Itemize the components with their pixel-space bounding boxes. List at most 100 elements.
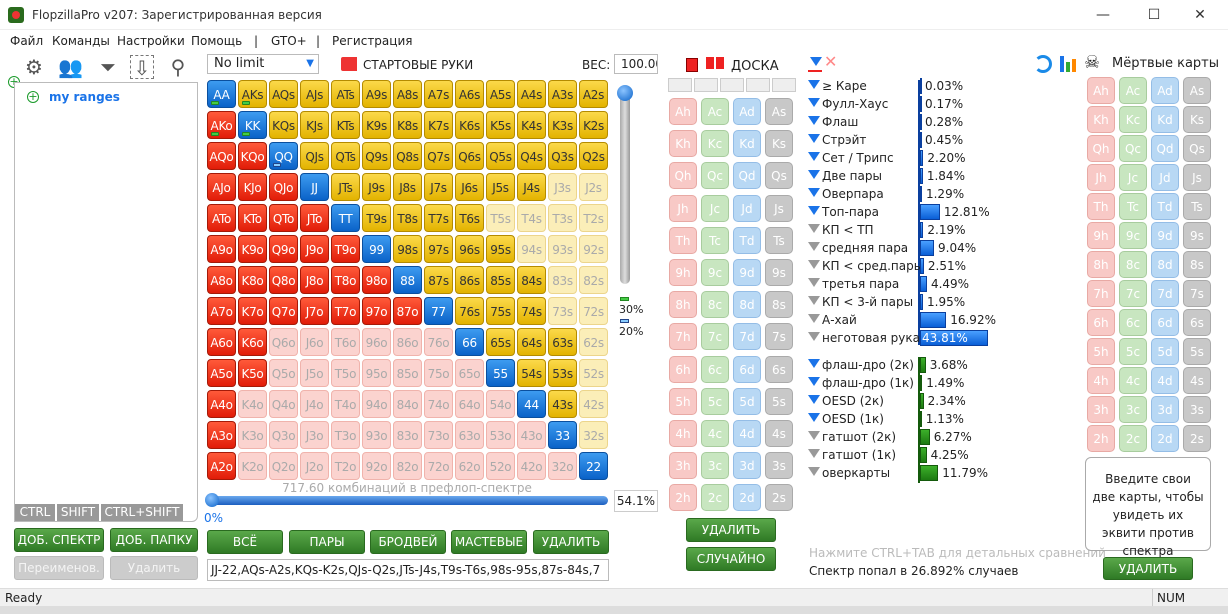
board-card[interactable]: Ah	[669, 98, 697, 125]
stat-row-draws[interactable]: оверкарты 11.79%	[808, 464, 1108, 482]
hand-cell[interactable]: J4o	[300, 390, 329, 418]
hand-cell[interactable]: 95s	[486, 235, 515, 263]
menu-item[interactable]: Помощь	[191, 34, 243, 48]
dead-card[interactable]: Qc	[1119, 135, 1147, 162]
board-card[interactable]: Kh	[669, 130, 697, 158]
board-card[interactable]: Ac	[701, 98, 729, 125]
board-card[interactable]: 2s	[765, 484, 793, 512]
hand-cell[interactable]: A4o	[207, 390, 236, 418]
hand-filter-button-0[interactable]: ВСЁ	[207, 530, 283, 554]
hand-cell[interactable]: K7s	[424, 111, 453, 139]
board-card[interactable]: Qd	[733, 162, 761, 190]
filter-toggle-icon[interactable]	[808, 332, 820, 341]
filter-toggle-icon[interactable]	[808, 359, 820, 368]
hand-cell[interactable]: 82s	[579, 266, 608, 294]
board-card[interactable]: Kd	[733, 130, 761, 158]
hand-cell[interactable]: 62o	[455, 452, 484, 480]
hand-filter-button-3[interactable]: МАСТЕВЫЕ	[451, 530, 527, 554]
hand-cell[interactable]: J5s	[486, 173, 515, 201]
board-card[interactable]: 7h	[669, 323, 697, 351]
board-card[interactable]: 2h	[669, 484, 697, 512]
hand-cell[interactable]: 96o	[362, 328, 391, 356]
board-card[interactable]: Qh	[669, 162, 697, 190]
board-slot[interactable]	[772, 78, 796, 92]
hand-cell[interactable]: J3s	[548, 173, 577, 201]
hand-cell[interactable]: J2o	[300, 452, 329, 480]
dead-card[interactable]: Qd	[1151, 135, 1179, 162]
filter-toggle-icon[interactable]	[808, 98, 820, 107]
stat-row-made[interactable]: Стрэйт 0.45%	[808, 131, 1108, 149]
stat-row-draws[interactable]: OESD (2к) 2.34%	[808, 392, 1108, 410]
dead-card[interactable]: 6h	[1087, 309, 1115, 336]
weight-input[interactable]: 100.00	[614, 54, 658, 74]
stat-row-made[interactable]: КП < сред.пары 2.51%	[808, 257, 1108, 275]
board-card[interactable]: Jh	[669, 194, 697, 222]
dead-card[interactable]: 6c	[1119, 309, 1147, 336]
hand-cell[interactable]: 64s	[517, 328, 546, 356]
stat-row-made[interactable]: Флаш 0.28%	[808, 113, 1108, 131]
board-card[interactable]: 8d	[733, 291, 761, 319]
board-card[interactable]: Js	[765, 194, 793, 222]
hand-filter-button-2[interactable]: БРОДВЕЙ	[370, 530, 446, 554]
dead-card[interactable]: Ks	[1183, 106, 1211, 133]
range-text-input[interactable]: JJ-22,AQs-A2s,KQs-K2s,QJs-Q2s,JTs-J4s,T9…	[207, 559, 609, 581]
stat-row-draws[interactable]: OESD (1к) 1.13%	[808, 410, 1108, 428]
stat-row-made[interactable]: ≥ Каре 0.03%	[808, 77, 1108, 95]
clear-filter-icon[interactable]: ✕	[824, 52, 838, 71]
hand-cell[interactable]: Q4o	[269, 390, 298, 418]
hand-cell[interactable]: A8o	[207, 266, 236, 294]
hand-cell[interactable]: T7s	[424, 204, 453, 232]
dead-card[interactable]: 3s	[1183, 396, 1211, 423]
menu-item[interactable]: Регистрация	[332, 34, 413, 48]
filter-toggle-icon[interactable]	[808, 395, 820, 404]
menu-item[interactable]: Команды	[52, 34, 110, 48]
hand-filter-button-4[interactable]: УДАЛИТЬ	[533, 530, 609, 554]
hand-cell[interactable]: KJs	[300, 111, 329, 139]
dead-card[interactable]: Ac	[1119, 77, 1147, 104]
hand-cell[interactable]: QQ	[269, 142, 298, 170]
hand-cell[interactable]: AJo	[207, 173, 236, 201]
hand-cell[interactable]: 65o	[455, 359, 484, 387]
hand-cell[interactable]: AKs	[238, 80, 267, 108]
dead-card[interactable]: 3d	[1151, 396, 1179, 423]
hand-cell[interactable]: 97o	[362, 297, 391, 325]
board-card[interactable]: 4d	[733, 420, 761, 447]
dead-card[interactable]: 7d	[1151, 280, 1179, 307]
hand-cell[interactable]: 73o	[424, 421, 453, 449]
dead-card[interactable]: 8c	[1119, 251, 1147, 278]
dead-card[interactable]: Td	[1151, 193, 1179, 220]
rename-button[interactable]: Переименов.	[14, 556, 104, 580]
dead-card[interactable]: 7c	[1119, 280, 1147, 307]
stat-row-made[interactable]: Топ-пара 12.81%	[808, 203, 1108, 221]
hand-cell[interactable]: 85o	[393, 359, 422, 387]
hand-cell[interactable]: A8s	[393, 80, 422, 108]
hand-cell[interactable]: T3s	[548, 204, 577, 232]
board-card[interactable]: 7d	[733, 323, 761, 351]
hand-cell[interactable]: KQo	[238, 142, 267, 170]
hand-cell[interactable]: J9s	[362, 173, 391, 201]
hand-cell[interactable]: K8o	[238, 266, 267, 294]
menu-item[interactable]: Настройки	[117, 34, 185, 48]
hand-cell[interactable]: Q5o	[269, 359, 298, 387]
add-folder-button[interactable]: ДОБ. ПАПКУ	[110, 528, 198, 552]
add-filter-icon[interactable]: ⏷	[100, 55, 116, 79]
game-type-select[interactable]: No limit ▼	[207, 54, 319, 74]
hand-cell[interactable]: 65s	[486, 328, 515, 356]
hand-cell[interactable]: 84o	[393, 390, 422, 418]
filter-toggle-icon[interactable]	[808, 224, 820, 233]
hand-cell[interactable]: AKo	[207, 111, 236, 139]
dead-card[interactable]: 3h	[1087, 396, 1115, 423]
board-card[interactable]: 3d	[733, 452, 761, 480]
hand-cell[interactable]: KJo	[238, 173, 267, 201]
hand-cell[interactable]: T4s	[517, 204, 546, 232]
hand-cell[interactable]: J8o	[300, 266, 329, 294]
board-slot[interactable]	[746, 78, 770, 92]
filter-icon[interactable]	[810, 57, 822, 66]
stat-row-draws[interactable]: гатшот (2к) 6.27%	[808, 428, 1108, 446]
board-card[interactable]: 4s	[765, 420, 793, 447]
hand-cell[interactable]: 76o	[424, 328, 453, 356]
range-slider-handle[interactable]	[205, 493, 219, 507]
hand-cell[interactable]: 76s	[455, 297, 484, 325]
hand-cell[interactable]: A7s	[424, 80, 453, 108]
dead-card[interactable]: 4h	[1087, 367, 1115, 394]
